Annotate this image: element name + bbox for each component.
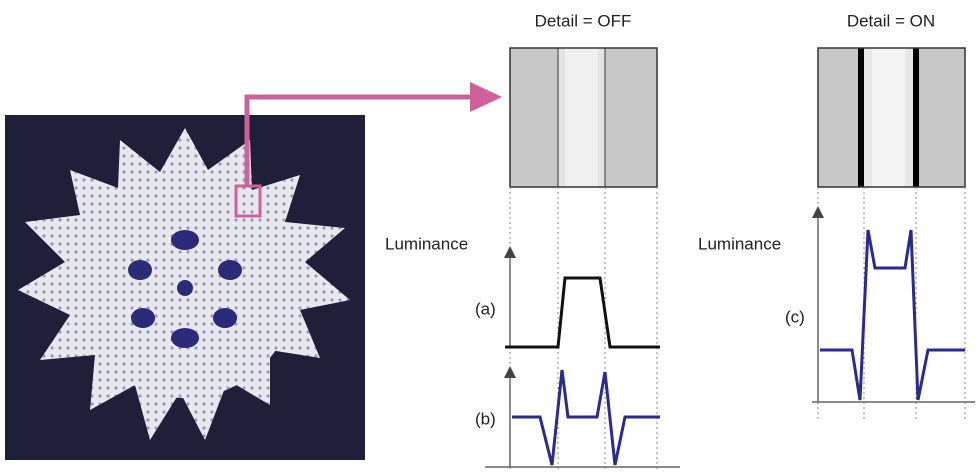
diagram: Detail = OFF Luminance (a) (b) Detail = … — [0, 0, 978, 475]
curve-b — [512, 370, 660, 465]
panel-title: Detail = OFF — [535, 11, 632, 30]
axis-label: Luminance — [385, 234, 468, 253]
guide-lines — [510, 187, 657, 470]
axis-label: Luminance — [698, 234, 781, 253]
curve-label: (a) — [475, 299, 496, 318]
curve-label: (c) — [785, 307, 805, 326]
pointer-head — [470, 82, 502, 112]
swatch-off — [510, 48, 657, 187]
guide-lines — [818, 187, 965, 420]
swatch-on — [818, 48, 965, 187]
curve-c — [820, 230, 965, 400]
panel-title: Detail = ON — [847, 11, 935, 30]
doily-photo — [5, 115, 365, 460]
curve-a — [505, 278, 660, 347]
curve-label: (b) — [475, 409, 496, 428]
